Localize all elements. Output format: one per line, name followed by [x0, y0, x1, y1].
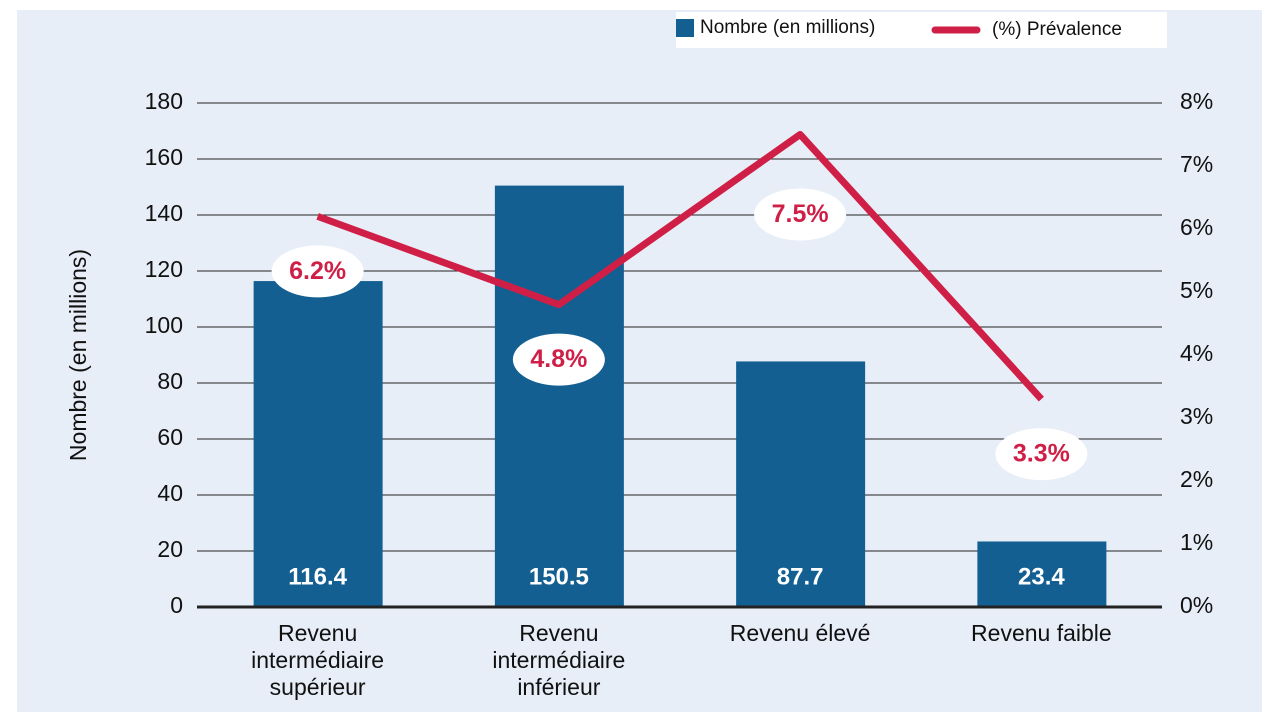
y-tick-label: 120: [145, 256, 183, 282]
y2-tick-label: 3%: [1180, 403, 1213, 429]
y-axis-title: Nombre (en millions): [65, 249, 91, 461]
x-tick-label-box: Revenu faible: [971, 620, 1112, 646]
y-tick-label: 20: [157, 536, 183, 562]
y-tick-label: 80: [157, 368, 183, 394]
bar: [977, 541, 1107, 607]
legend-label: (%) Prévalence: [992, 19, 1122, 40]
x-tick-label: Revenu intermédiaire supérieur: [251, 620, 385, 700]
bar: [253, 281, 383, 607]
y-tick-label: 180: [145, 88, 183, 114]
legend-box: [676, 12, 1167, 48]
x-tick-label-box: Revenu intermédiaire supérieur: [251, 620, 385, 700]
bar: [736, 361, 866, 607]
y-tick-label: 160: [145, 144, 183, 170]
bar-value-label: 150.5: [529, 563, 589, 590]
legend-label: Nombre (en millions): [700, 17, 875, 38]
y2-tick-label: 6%: [1180, 214, 1213, 240]
line-value-label: 3.3%: [1013, 440, 1070, 468]
bar-value-label: 23.4: [1018, 563, 1065, 590]
y2-tick-label: 2%: [1180, 466, 1213, 492]
value-label-bg: [995, 428, 1088, 481]
x-tick-label: Revenu faible: [971, 620, 1112, 646]
y-tick-label: 40: [157, 480, 183, 506]
line: [316, 131, 1044, 402]
bar: [494, 185, 624, 607]
value-label-bg: [512, 333, 605, 386]
line-value-label: 4.8%: [530, 345, 587, 373]
x-tick-label: Revenu intermédiaire inférieur: [492, 620, 626, 700]
y2-tick-label: 5%: [1180, 277, 1213, 303]
y-tick-label: 140: [145, 200, 183, 226]
x-tick-label-box: Revenu intermédiaire inférieur: [492, 620, 626, 700]
x-tick-label-box: Revenu élevé: [729, 620, 871, 646]
y-tick-label: 60: [157, 424, 183, 450]
y2-tick-label: 8%: [1180, 88, 1213, 114]
value-label-bg: [271, 245, 364, 298]
y2-tick-label: 7%: [1180, 151, 1213, 177]
legend-swatch: [676, 19, 694, 37]
y2-tick-label: 0%: [1180, 592, 1213, 618]
bar-value-label: 116.4: [288, 563, 347, 590]
bar-value-label: 87.7: [777, 563, 824, 590]
line-value-label: 7.5%: [772, 200, 829, 228]
x-tick-label: Revenu élevé: [729, 620, 871, 646]
y2-tick-label: 4%: [1180, 340, 1213, 366]
value-label-bg: [754, 188, 847, 241]
line-value-label: 6.2%: [289, 257, 346, 285]
y-tick-label: 100: [145, 312, 183, 338]
y-tick-label: 0: [170, 592, 183, 618]
y2-tick-label: 1%: [1180, 529, 1213, 555]
